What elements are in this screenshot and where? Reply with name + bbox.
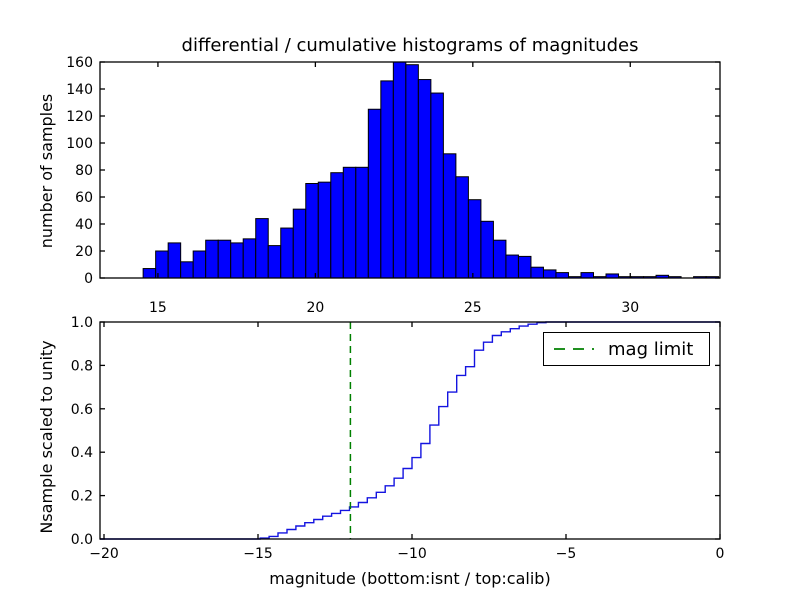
x-tick-label: −10: [397, 546, 427, 562]
histogram-bar: [217, 239, 232, 279]
y-tick-label: 1.0: [71, 315, 93, 331]
y-tick-label: 140: [66, 82, 93, 98]
y-tick-label: 0.4: [71, 445, 93, 461]
histogram-bar: [455, 176, 469, 279]
top-histogram-plot: 15 20 25 30 0 20 40 60 80 100 120 140 160: [66, 55, 721, 316]
histogram-bar: [542, 269, 557, 279]
y-tick-label: 0: [84, 271, 93, 287]
x-tick-label: 0: [716, 546, 725, 562]
histogram-bar: [392, 61, 407, 279]
y-tick-label: 80: [75, 163, 93, 179]
cumulative-curve: [100, 321, 720, 540]
histogram-bar: [180, 261, 194, 279]
histogram-bar: [492, 239, 507, 279]
histogram-bar: [442, 153, 457, 279]
histogram-bar: [367, 108, 382, 279]
histogram-bar: [267, 245, 282, 279]
axes-spines: [99, 321, 721, 540]
histogram-bar: [167, 242, 182, 279]
histogram-bar: [430, 92, 444, 279]
histogram-bars: [142, 61, 720, 279]
y-tick-label: 120: [66, 109, 93, 125]
histogram-bar: [380, 80, 394, 279]
histogram-bar: [555, 272, 569, 279]
x-tick-label: −5: [556, 546, 577, 562]
histogram-bar: [242, 238, 257, 279]
histogram-bar: [205, 239, 219, 279]
histogram-bar: [292, 208, 307, 279]
x-tick-label: 30: [621, 300, 639, 316]
x-tick-label: 15: [149, 300, 167, 316]
histogram-bar: [230, 242, 244, 279]
histogram-bar: [342, 166, 357, 279]
y-tick-label: 40: [75, 217, 93, 233]
histogram-bar: [192, 250, 207, 279]
y-tick-label: 0.8: [71, 358, 93, 374]
figure-title: differential / cumulative histograms of …: [181, 35, 639, 56]
histogram-bar: [330, 172, 344, 279]
x-tick-label: −15: [243, 546, 273, 562]
histogram-bar: [417, 79, 432, 279]
legend-box: mag limit: [543, 332, 710, 366]
y-tick-label: 0.0: [71, 532, 93, 548]
histogram-bar: [355, 166, 369, 279]
histogram-bar: [317, 181, 332, 279]
histogram-bar: [467, 199, 482, 279]
bottom-plot-ylabel: Nsample scaled to unity: [37, 340, 56, 534]
y-tick-label: 100: [66, 136, 93, 152]
bottom-plot-xlabel: magnitude (bottom:isnt / top:calib): [269, 569, 551, 588]
histogram-bar: [530, 266, 544, 279]
legend-label: mag limit: [608, 338, 694, 360]
top-plot-ylabel: number of samples: [37, 93, 56, 249]
histogram-bar: [142, 268, 157, 279]
x-tick-label: 20: [306, 300, 324, 316]
x-tick-label: −20: [89, 546, 119, 562]
y-tick-label: 160: [66, 55, 93, 71]
legend-dashed-line-sample: [554, 348, 594, 350]
histogram-bar: [505, 254, 519, 279]
y-tick-label: 0.2: [71, 489, 93, 505]
x-tick-label: 25: [464, 300, 482, 316]
histogram-bar: [517, 255, 532, 279]
y-tick-label: 60: [75, 190, 93, 206]
bottom-cumulative-plot: −20 −15 −10 −5 0 0.0 0.2 0.4 0.6 0.8 1.0: [71, 315, 725, 562]
histogram-bar: [405, 64, 419, 279]
y-tick-label: 0.6: [71, 402, 93, 418]
y-tick-label: 20: [75, 244, 93, 260]
histogram-bar: [280, 227, 294, 279]
histogram-bar: [580, 272, 595, 279]
histogram-bar: [480, 220, 494, 279]
histogram-bar: [305, 183, 319, 279]
histogram-bar: [255, 218, 269, 279]
